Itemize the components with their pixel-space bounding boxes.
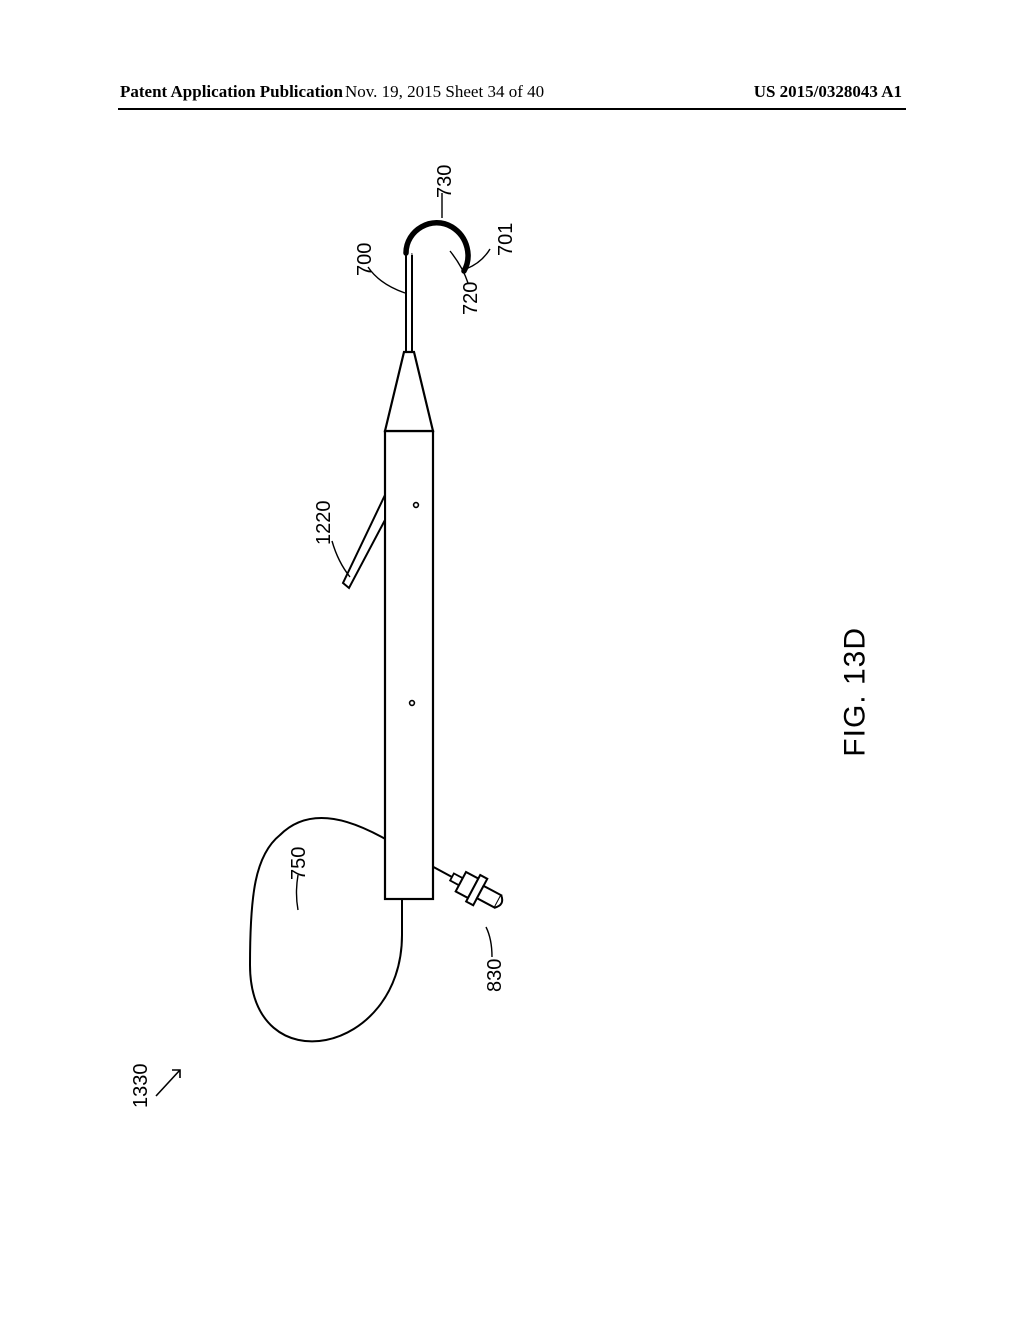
ref-830: 830 [484,959,507,992]
ref-1330: 1330 [130,1064,153,1109]
page-header: Patent Application Publication Nov. 19, … [0,82,1024,108]
ref-700: 700 [354,243,377,276]
ref-730: 730 [434,165,457,198]
page: Patent Application Publication Nov. 19, … [0,0,1024,1320]
header-row: Patent Application Publication Nov. 19, … [0,82,1024,102]
ref-720: 720 [460,282,483,315]
header-date-sheet: Nov. 19, 2015 Sheet 34 of 40 [345,82,544,102]
header-publication: Patent Application Publication [120,82,343,102]
handpiece-body [343,223,468,899]
header-pubnum: US 2015/0328043 A1 [754,82,902,102]
figure-label: FIG. 13D [839,627,873,757]
connector-830 [445,864,509,917]
header-rule [118,108,906,110]
ref-1220: 1220 [313,501,336,546]
ref-750: 750 [288,847,311,880]
ref-701: 701 [495,223,518,256]
